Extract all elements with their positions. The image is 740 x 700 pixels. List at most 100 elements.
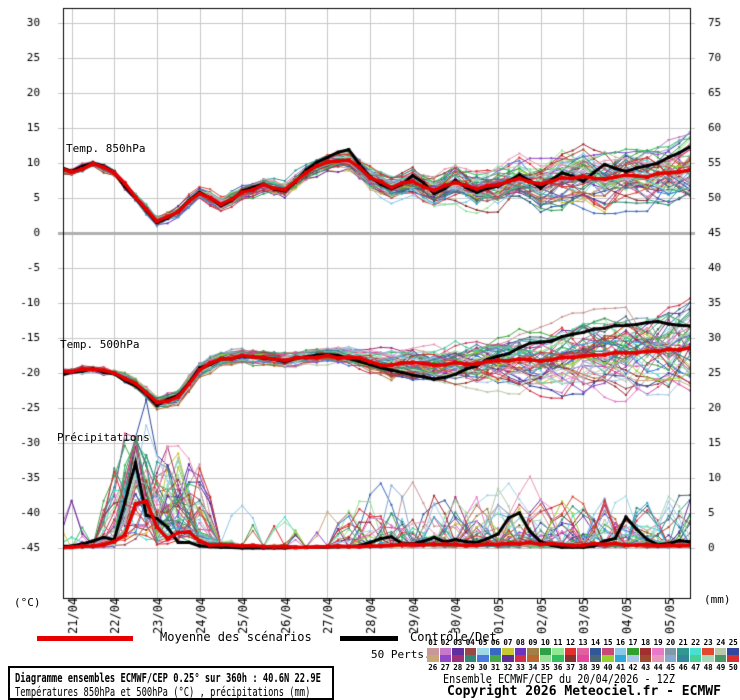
member-number-35: 35 — [540, 663, 550, 672]
member-number-12: 12 — [565, 638, 575, 647]
left-axis-unit: (°C) — [14, 596, 41, 609]
legend-control-line — [340, 636, 398, 641]
member-number-50: 50 — [728, 663, 738, 672]
member-number-23: 23 — [703, 638, 713, 647]
member-number-42: 42 — [628, 663, 638, 672]
member-swatch-09 — [527, 648, 539, 655]
member-number-08: 08 — [515, 638, 525, 647]
member-swatch-35 — [539, 655, 552, 662]
member-swatch-31 — [489, 655, 502, 662]
member-number-41: 41 — [616, 663, 626, 672]
member-swatch-13 — [577, 648, 589, 655]
member-number-19: 19 — [653, 638, 663, 647]
member-number-13: 13 — [578, 638, 588, 647]
member-number-14: 14 — [590, 638, 601, 647]
member-swatch-39 — [589, 655, 602, 662]
member-number-39: 39 — [590, 663, 601, 672]
member-swatch-48 — [702, 655, 714, 662]
panel-label-precip: Précipitations — [57, 431, 150, 444]
member-number-36: 36 — [553, 663, 563, 672]
member-swatch-10 — [539, 648, 552, 655]
member-number-46: 46 — [678, 663, 688, 672]
member-swatch-02 — [439, 648, 452, 655]
legend-mean-line — [37, 636, 133, 641]
member-number-26: 26 — [428, 663, 438, 672]
member-number-48: 48 — [703, 663, 713, 672]
member-number-01: 01 — [428, 638, 438, 647]
member-swatch-40 — [602, 655, 614, 662]
member-swatch-14 — [589, 648, 602, 655]
member-number-33: 33 — [515, 663, 525, 672]
member-number-22: 22 — [691, 638, 701, 647]
member-number-02: 02 — [440, 638, 450, 647]
member-number-34: 34 — [528, 663, 538, 672]
member-number-32: 32 — [503, 663, 513, 672]
member-swatch-38 — [577, 655, 589, 662]
member-swatch-26 — [427, 655, 439, 662]
member-swatch-18 — [639, 648, 652, 655]
perts-count-label: 50 Perts. — [371, 648, 431, 661]
run-info-label: Ensemble ECMWF/CEP du 20/04/2026 - 12Z — [443, 672, 675, 686]
member-swatch-49 — [714, 655, 727, 662]
member-swatch-43 — [639, 655, 652, 662]
member-number-10: 10 — [540, 638, 550, 647]
member-swatch-32 — [502, 655, 514, 662]
panel-label-t500: Temp. 500hPa — [60, 338, 140, 351]
member-swatch-28 — [452, 655, 464, 662]
member-number-45: 45 — [666, 663, 676, 672]
member-number-17: 17 — [628, 638, 638, 647]
member-number-31: 31 — [490, 663, 500, 672]
member-swatch-05 — [477, 648, 489, 655]
member-number-18: 18 — [641, 638, 651, 647]
member-swatch-20 — [664, 648, 677, 655]
member-number-16: 16 — [616, 638, 626, 647]
member-number-28: 28 — [453, 663, 463, 672]
member-swatch-47 — [689, 655, 702, 662]
footer-subtitle: Températures 850hPa et 500hPa (°C) , pré… — [15, 685, 311, 699]
member-number-25: 25 — [728, 638, 738, 647]
member-number-30: 30 — [478, 663, 488, 672]
member-swatch-41 — [614, 655, 627, 662]
member-number-09: 09 — [528, 638, 538, 647]
member-swatch-22 — [689, 648, 702, 655]
member-swatch-08 — [514, 648, 527, 655]
member-number-40: 40 — [603, 663, 613, 672]
member-number-03: 03 — [453, 638, 463, 647]
member-number-27: 27 — [440, 663, 450, 672]
member-swatch-37 — [564, 655, 577, 662]
member-swatch-29 — [464, 655, 477, 662]
member-swatch-07 — [502, 648, 514, 655]
member-number-38: 38 — [578, 663, 588, 672]
member-swatch-45 — [664, 655, 677, 662]
member-swatch-15 — [602, 648, 614, 655]
member-swatch-23 — [702, 648, 714, 655]
member-number-04: 04 — [465, 638, 475, 647]
member-number-29: 29 — [465, 663, 475, 672]
member-number-24: 24 — [716, 638, 726, 647]
panel-label-t850: Temp. 850hPa — [66, 142, 146, 155]
member-number-07: 07 — [503, 638, 513, 647]
footer-title-box: Diagramme ensembles ECMWF/CEP 0.25° sur … — [8, 666, 334, 700]
member-swatch-25 — [727, 648, 739, 655]
member-swatch-30 — [477, 655, 489, 662]
member-swatch-19 — [652, 648, 664, 655]
member-number-44: 44 — [653, 663, 663, 672]
member-swatch-11 — [552, 648, 564, 655]
member-number-47: 47 — [691, 663, 701, 672]
member-swatch-27 — [439, 655, 452, 662]
footer-title: Diagramme ensembles ECMWF/CEP 0.25° sur … — [15, 671, 321, 685]
member-swatch-36 — [552, 655, 564, 662]
member-swatch-03 — [452, 648, 464, 655]
member-swatch-24 — [714, 648, 727, 655]
member-swatch-50 — [727, 655, 739, 662]
member-swatch-12 — [564, 648, 577, 655]
member-swatch-34 — [527, 655, 539, 662]
member-number-49: 49 — [716, 663, 726, 672]
member-number-11: 11 — [553, 638, 563, 647]
member-swatch-44 — [652, 655, 664, 662]
member-number-20: 20 — [666, 638, 676, 647]
right-axis-unit: (mm) — [704, 593, 731, 606]
member-number-06: 06 — [490, 638, 500, 647]
member-swatch-04 — [464, 648, 477, 655]
